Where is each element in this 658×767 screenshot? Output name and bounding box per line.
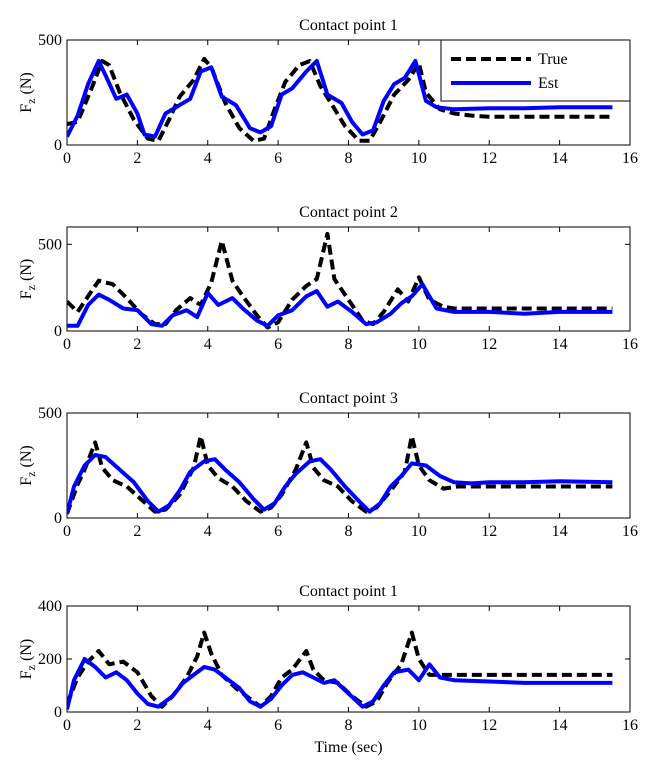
x-tick-label: 10 — [411, 717, 427, 734]
x-tick-label: 12 — [481, 150, 497, 167]
series-est — [67, 59, 613, 139]
x-tick-label: 4 — [204, 717, 212, 734]
y-tick-label: 0 — [54, 704, 62, 721]
x-tick-label: 2 — [133, 717, 141, 734]
x-tick-label: 14 — [552, 150, 568, 167]
x-tick-label: 8 — [345, 150, 353, 167]
x-tick-label: 8 — [345, 523, 353, 540]
x-tick-label: 4 — [204, 523, 212, 540]
plot-frame — [66, 412, 631, 519]
subplot-title: Contact point 1 — [299, 583, 398, 600]
legend-label-est: Est — [538, 75, 559, 92]
x-tick-label: 10 — [411, 150, 427, 167]
x-tick-label: 2 — [133, 150, 141, 167]
series-est — [67, 453, 613, 515]
x-tick-label: 14 — [552, 717, 568, 734]
x-tick-label: 6 — [274, 150, 282, 167]
x-tick-label: 14 — [552, 336, 568, 353]
x-tick-label: 6 — [274, 336, 282, 353]
y-axis-label: Fz (N) — [18, 639, 38, 679]
y-tick-label: 0 — [54, 323, 62, 340]
y-tick-label: 500 — [38, 236, 62, 253]
x-tick-label: 0 — [63, 336, 71, 353]
y-axis-label: Fz (N) — [18, 72, 38, 112]
x-tick-label: 10 — [411, 523, 427, 540]
x-tick-label: 8 — [345, 336, 353, 353]
subplot-4: Contact point 1 0 2 4 6 8 10 12 14 16 0 200 400 Fz (N… — [18, 583, 638, 756]
x-tick-label: 10 — [411, 336, 427, 353]
series-est — [67, 657, 613, 710]
x-tick-label: 2 — [133, 336, 141, 353]
x-tick-label: 2 — [133, 523, 141, 540]
series-true — [67, 630, 613, 709]
legend: True Est — [440, 39, 631, 102]
series-true — [67, 56, 613, 143]
x-tick-label: 16 — [622, 336, 638, 353]
subplot-title: Contact point 2 — [299, 204, 398, 221]
x-tick-label: 4 — [204, 336, 212, 353]
plot-frame — [66, 226, 631, 332]
x-tick-label: 16 — [622, 717, 638, 734]
x-tick-label: 16 — [622, 150, 638, 167]
x-tick-label: 12 — [481, 336, 497, 353]
y-axis-label: Fz (N) — [18, 259, 38, 299]
x-tick-label: 16 — [622, 523, 638, 540]
x-tick-label: 0 — [63, 150, 71, 167]
y-tick-label: 500 — [38, 405, 62, 422]
x-tick-label: 4 — [204, 150, 212, 167]
y-tick-label: 500 — [38, 32, 62, 49]
x-tick-label: 12 — [481, 717, 497, 734]
y-tick-label: 400 — [38, 598, 62, 615]
x-tick-label: 14 — [552, 523, 568, 540]
x-tick-label: 6 — [274, 717, 282, 734]
subplot-title: Contact point 3 — [299, 390, 398, 407]
x-tick-label: 8 — [345, 717, 353, 734]
legend-label-true: True — [538, 51, 568, 68]
x-tick-label: 6 — [274, 523, 282, 540]
y-tick-label: 200 — [38, 651, 62, 668]
x-tick-label: 0 — [63, 717, 71, 734]
subplot-title: Contact point 1 — [299, 17, 398, 34]
x-tick-label: 0 — [63, 523, 71, 540]
y-tick-label: 0 — [54, 137, 62, 154]
series-est — [67, 282, 613, 328]
subplot-1: Contact point 1 0 2 4 6 8 10 12 14 16 0 500 Fz (N) Tr… — [18, 17, 638, 167]
y-axis-label: Fz (N) — [18, 445, 38, 485]
y-tick-label: 0 — [54, 510, 62, 527]
x-tick-label: 12 — [481, 523, 497, 540]
x-axis-label: Time (sec) — [314, 739, 382, 756]
legend-box — [440, 39, 631, 102]
subplot-3: Contact point 3 0 2 4 6 8 10 12 14 16 0 500 Fz (N) — [18, 390, 638, 540]
